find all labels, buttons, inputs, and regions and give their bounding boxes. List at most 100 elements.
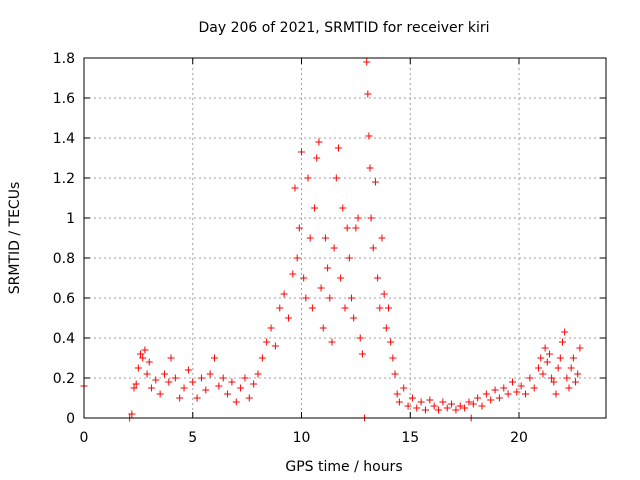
data-point bbox=[254, 370, 262, 378]
data-point bbox=[350, 314, 358, 322]
y-tick-label: 1.2 bbox=[53, 171, 75, 187]
data-point bbox=[317, 284, 325, 292]
data-point bbox=[211, 354, 218, 362]
data-point bbox=[293, 254, 301, 262]
x-tick-label: 10 bbox=[293, 430, 311, 446]
data-point bbox=[364, 90, 372, 98]
data-point bbox=[165, 378, 173, 386]
data-point bbox=[491, 386, 499, 394]
y-tick-label: 1.8 bbox=[53, 51, 75, 67]
data-point bbox=[545, 350, 553, 358]
data-point bbox=[530, 384, 538, 392]
data-point bbox=[298, 148, 305, 156]
data-point bbox=[417, 398, 425, 406]
data-point bbox=[352, 224, 360, 232]
data-point bbox=[232, 398, 240, 406]
data-point bbox=[245, 394, 253, 402]
x-tick-label: 0 bbox=[80, 430, 89, 446]
data-point bbox=[461, 404, 469, 412]
data-point bbox=[376, 304, 384, 312]
data-point bbox=[559, 338, 566, 346]
data-point bbox=[176, 394, 184, 402]
data-point bbox=[565, 384, 573, 392]
data-point bbox=[348, 294, 356, 302]
data-point bbox=[145, 358, 153, 366]
data-point bbox=[426, 396, 434, 404]
data-point bbox=[366, 164, 374, 172]
data-point bbox=[284, 314, 292, 322]
data-point bbox=[556, 354, 564, 362]
data-point bbox=[495, 394, 503, 402]
data-point bbox=[152, 376, 160, 384]
data-point bbox=[387, 338, 395, 346]
data-point bbox=[147, 384, 155, 392]
data-point bbox=[184, 366, 192, 374]
data-point bbox=[141, 346, 149, 354]
data-point bbox=[522, 390, 530, 398]
data-point bbox=[500, 384, 508, 392]
data-point bbox=[139, 354, 147, 362]
data-point bbox=[263, 338, 271, 346]
data-point bbox=[189, 378, 197, 386]
data-point bbox=[202, 386, 210, 394]
x-tick-label: 15 bbox=[401, 430, 419, 446]
chart-title: Day 206 of 2021, SRMTID for receiver kir… bbox=[198, 20, 489, 36]
data-point bbox=[241, 374, 249, 382]
data-point bbox=[526, 374, 534, 382]
data-point bbox=[343, 224, 351, 232]
data-point bbox=[378, 234, 386, 242]
data-point bbox=[572, 378, 580, 386]
data-point bbox=[315, 138, 323, 146]
axes: 0 0.2 0.4 0.6 0.8 1 1.2 1.4 1.6 1.8 0 5 10 15 20 bbox=[53, 51, 607, 446]
data-point bbox=[363, 58, 371, 66]
y-tick-label: 1.6 bbox=[53, 91, 75, 107]
data-point bbox=[452, 406, 460, 414]
data-point bbox=[160, 370, 168, 378]
data-point bbox=[430, 402, 438, 410]
data-point bbox=[367, 214, 375, 222]
data-point bbox=[395, 398, 403, 406]
data-point bbox=[137, 350, 145, 358]
data-point bbox=[356, 334, 364, 342]
data-point bbox=[332, 174, 340, 182]
data-point bbox=[271, 342, 279, 350]
data-point bbox=[478, 402, 486, 410]
data-point bbox=[443, 404, 451, 412]
data-point bbox=[371, 178, 379, 186]
data-point bbox=[365, 132, 373, 140]
data-point bbox=[537, 354, 545, 362]
data-point bbox=[280, 290, 288, 298]
data-point bbox=[541, 344, 549, 352]
data-point bbox=[337, 274, 345, 282]
data-point bbox=[517, 382, 525, 390]
data-point bbox=[304, 174, 312, 182]
data-point bbox=[385, 304, 392, 312]
data-point bbox=[482, 390, 490, 398]
data-point bbox=[469, 400, 477, 408]
data-point bbox=[358, 350, 366, 358]
data-point bbox=[291, 184, 299, 192]
data-point bbox=[465, 398, 473, 406]
data-point bbox=[400, 384, 408, 392]
y-tick-label: 1.4 bbox=[53, 131, 75, 147]
data-point bbox=[413, 404, 421, 412]
data-point bbox=[504, 390, 512, 398]
data-point bbox=[215, 382, 223, 390]
data-point bbox=[250, 380, 258, 388]
data-point bbox=[354, 214, 362, 222]
data-point bbox=[548, 374, 556, 382]
data-point bbox=[328, 338, 336, 346]
x-tick-label: 5 bbox=[188, 430, 197, 446]
data-point bbox=[134, 364, 142, 372]
data-point bbox=[224, 390, 232, 398]
data-point bbox=[132, 380, 140, 388]
data-point bbox=[404, 402, 412, 410]
data-point bbox=[267, 324, 275, 332]
y-tick-label: 0.4 bbox=[53, 331, 75, 347]
data-point bbox=[408, 394, 416, 402]
data-point bbox=[448, 400, 456, 408]
data-point bbox=[487, 396, 495, 404]
data-point bbox=[311, 204, 319, 212]
data-point bbox=[295, 224, 303, 232]
